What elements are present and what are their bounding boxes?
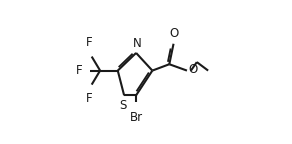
Text: S: S	[120, 99, 127, 112]
Text: F: F	[86, 36, 93, 49]
Text: F: F	[76, 64, 82, 77]
Text: Br: Br	[130, 111, 143, 124]
Text: F: F	[86, 92, 93, 105]
Text: N: N	[133, 37, 141, 50]
Text: O: O	[170, 26, 179, 39]
Text: O: O	[188, 63, 198, 76]
